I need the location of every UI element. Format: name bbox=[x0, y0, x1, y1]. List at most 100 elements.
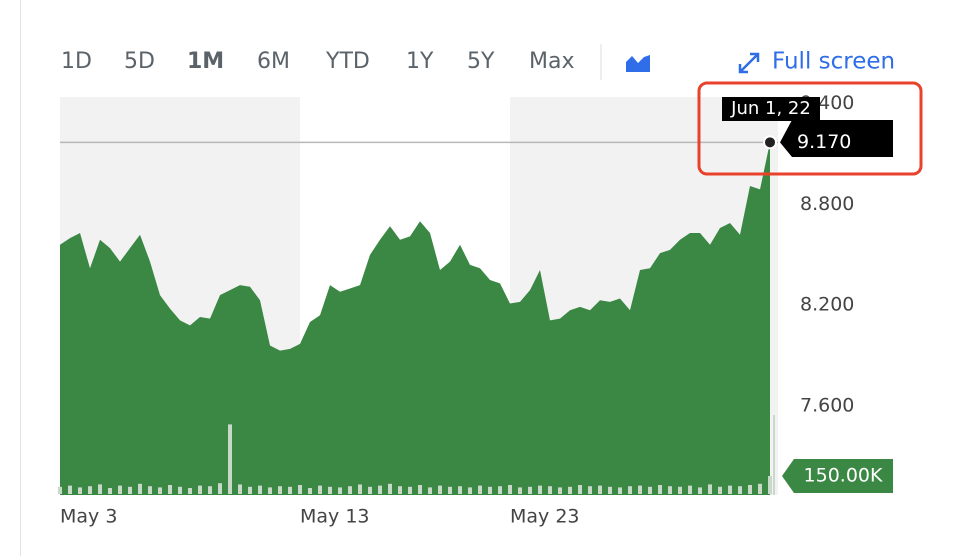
volume-bar bbox=[108, 488, 112, 494]
volume-bar bbox=[608, 486, 612, 494]
volume-bar bbox=[568, 486, 572, 494]
volume-bar bbox=[728, 485, 732, 494]
full-screen-icon[interactable] bbox=[738, 52, 760, 74]
volume-bar bbox=[268, 487, 272, 494]
volume-bar bbox=[338, 487, 342, 494]
volume-bar bbox=[198, 485, 202, 494]
volume-bar bbox=[278, 486, 282, 494]
volume-bar bbox=[138, 483, 142, 494]
volume-bar bbox=[298, 485, 302, 494]
volume-bar bbox=[438, 485, 442, 494]
range-button[interactable]: 1Y bbox=[406, 49, 434, 74]
volume-bar bbox=[468, 487, 472, 494]
volume-bar bbox=[368, 486, 372, 494]
volume-bar bbox=[228, 424, 232, 494]
volume-bar bbox=[598, 485, 602, 494]
volume-bar bbox=[628, 486, 632, 494]
volume-bar bbox=[428, 487, 432, 494]
volume-bar bbox=[168, 485, 172, 494]
volume-bar bbox=[248, 486, 252, 494]
range-button[interactable]: YTD bbox=[325, 49, 370, 74]
volume-bar bbox=[528, 486, 532, 494]
volume-tag-label: 150.00K bbox=[804, 465, 883, 487]
volume-bar bbox=[208, 486, 212, 494]
volume-bar bbox=[768, 476, 772, 494]
tooltip-date: Jun 1, 22 bbox=[730, 98, 811, 119]
volume-bar bbox=[758, 483, 762, 494]
volume-bar bbox=[618, 487, 622, 494]
volume-bar bbox=[698, 487, 702, 494]
volume-bar bbox=[408, 486, 412, 494]
volume-bar bbox=[398, 486, 402, 494]
volume-bar bbox=[518, 487, 522, 494]
volume-bar bbox=[378, 485, 382, 494]
volume-bar bbox=[658, 485, 662, 494]
volume-bar bbox=[748, 485, 752, 494]
volume-bar bbox=[668, 486, 672, 494]
volume-bar bbox=[308, 488, 312, 494]
volume-bar bbox=[288, 486, 292, 494]
tooltip-date-box bbox=[722, 97, 820, 121]
x-tick-label: May 3 bbox=[60, 506, 117, 528]
volume-bar bbox=[78, 487, 82, 494]
range-button[interactable]: 5Y bbox=[467, 49, 495, 74]
volume-bar bbox=[348, 486, 352, 494]
volume-bar bbox=[488, 486, 492, 494]
range-button[interactable]: 1D bbox=[61, 49, 92, 74]
hover-dot bbox=[763, 135, 777, 150]
volume-bar bbox=[178, 486, 182, 494]
volume-bar bbox=[418, 485, 422, 494]
range-button[interactable]: Max bbox=[529, 49, 574, 74]
volume-bar bbox=[88, 486, 92, 494]
x-tick-label: May 13 bbox=[300, 506, 370, 528]
volume-bar bbox=[118, 485, 122, 494]
chart-type-icon[interactable] bbox=[626, 55, 650, 72]
volume-bar bbox=[158, 487, 162, 494]
volume-bar bbox=[458, 486, 462, 494]
volume-bar bbox=[478, 485, 482, 494]
volume-bar bbox=[258, 485, 262, 494]
range-button[interactable]: 1M bbox=[187, 49, 224, 74]
volume-bar bbox=[388, 483, 392, 494]
volume-tag-box bbox=[782, 459, 893, 493]
x-tick-label: May 23 bbox=[510, 506, 580, 528]
volume-bar bbox=[358, 484, 362, 494]
y-tick-label: 8.200 bbox=[800, 294, 854, 316]
volume-bar bbox=[648, 486, 652, 494]
y-tick-label: 8.800 bbox=[800, 193, 854, 215]
toolbar: 1D 5D 1M 6M YTD 1Y 5Y Max bbox=[61, 49, 574, 74]
y-tick-label: 7.600 bbox=[800, 394, 854, 416]
range-button[interactable]: 5D bbox=[124, 49, 155, 74]
volume-bar bbox=[508, 485, 512, 494]
volume-bar bbox=[718, 486, 722, 494]
volume-bar bbox=[448, 486, 452, 494]
volume-bar bbox=[58, 486, 62, 494]
volume-bar bbox=[498, 486, 502, 494]
volume-bar bbox=[148, 486, 152, 494]
volume-bar bbox=[68, 485, 72, 494]
price-area bbox=[60, 142, 770, 495]
tooltip-value: 9.170 bbox=[797, 131, 851, 153]
volume-bar bbox=[318, 485, 322, 494]
volume-bar bbox=[128, 486, 132, 494]
volume-bar bbox=[548, 486, 552, 494]
volume-bar bbox=[538, 485, 542, 494]
volume-bar bbox=[218, 483, 222, 494]
volume-bar bbox=[588, 486, 592, 494]
highlight-box bbox=[697, 81, 923, 176]
volume-bar bbox=[678, 486, 682, 494]
volume-bar bbox=[578, 485, 582, 494]
volume-bar bbox=[738, 486, 742, 494]
range-button[interactable]: 6M bbox=[257, 49, 290, 74]
volume-bar bbox=[688, 485, 692, 494]
volume-bar bbox=[638, 485, 642, 494]
full-screen-button[interactable]: Full screen bbox=[772, 49, 895, 75]
volume-bar bbox=[708, 484, 712, 494]
volume-bar bbox=[188, 488, 192, 494]
volume-bar bbox=[98, 484, 102, 494]
volume-bar bbox=[328, 486, 332, 494]
volume-bar bbox=[238, 484, 242, 494]
